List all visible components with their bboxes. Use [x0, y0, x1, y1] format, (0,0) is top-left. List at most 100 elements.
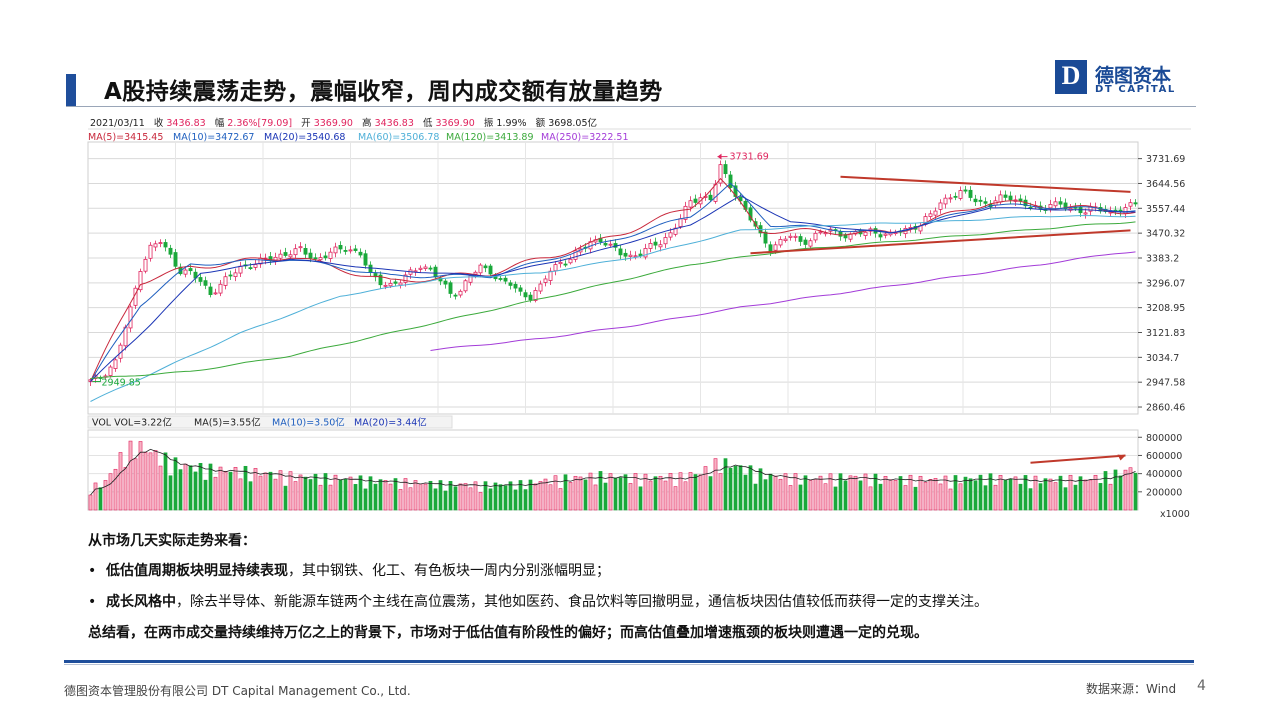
candle-up [213, 292, 218, 295]
candle-down [208, 286, 213, 295]
moving-averages [90, 177, 1136, 402]
volume-bar-down [338, 480, 343, 511]
candle-down [728, 174, 733, 188]
volume-bar-up [273, 478, 278, 511]
low-value: 3369.90 [435, 118, 475, 129]
annotation-high-label: 3731.69 [730, 152, 769, 163]
candle-up [1128, 202, 1133, 207]
candle-down [518, 287, 523, 292]
volume-bar-up [333, 474, 338, 511]
volume-bar-up [463, 483, 468, 511]
candle-up [998, 194, 1003, 203]
volume-bar-down [248, 481, 253, 511]
candle-up [423, 266, 428, 269]
volume-bar-down [513, 489, 518, 511]
candle-up [1083, 212, 1088, 215]
candle-down [488, 265, 493, 275]
candle-up [788, 235, 793, 238]
bullet-1-bold: 低估值周期板块明显持续表现 [106, 563, 288, 579]
volume-bar-down [483, 481, 488, 511]
candle-down [283, 252, 288, 256]
candle-down [198, 277, 203, 282]
candle-down [693, 198, 698, 203]
volume-bar-up [683, 481, 688, 511]
candle-down [798, 236, 803, 242]
volume-bar-up [948, 488, 953, 511]
volume-bar-down [1118, 475, 1123, 511]
ma-line-MA60 [90, 215, 1136, 402]
volume-bar-up [938, 483, 943, 511]
amount-value: 3698.05亿 [548, 118, 597, 129]
volume-bar-down [303, 476, 308, 511]
summary-text: 总结看，在两市成交量持续维持万亿之上的背景下，市场对于低估值有阶段性的偏好；而高… [88, 625, 928, 641]
volume-bar-up [473, 481, 478, 511]
bullet-2-bold: 成长风格中 [106, 594, 176, 610]
volume-bar-up [233, 467, 238, 511]
price-axis: 3731.69 3644.56 3557.44 3470.32 3383.2 3296.0… [1138, 154, 1185, 414]
volume-bar-down [738, 465, 743, 511]
volume-bar-down [728, 467, 733, 511]
volume-bar-up [138, 441, 143, 511]
volume-bar-down [913, 486, 918, 511]
candle-down [983, 201, 988, 204]
volume-bar-down [963, 476, 968, 511]
volume-bar-up [123, 467, 128, 511]
volume-bar-up [608, 473, 613, 511]
candle-up [773, 244, 778, 251]
candle-up [548, 270, 553, 281]
volume-bar-down [758, 468, 763, 511]
volume-bar-up [548, 484, 553, 511]
candle-down [433, 266, 438, 278]
price-tick-label: 3731.69 [1146, 154, 1185, 165]
volume-bar-up [158, 465, 163, 511]
volume-bar-down [1003, 480, 1008, 511]
candle-up [658, 244, 663, 248]
candle-up [298, 246, 303, 249]
candle-down [508, 282, 513, 286]
candle-down [1058, 201, 1063, 205]
volume-bar-down [798, 484, 803, 511]
bullet-2: • 成长风格中，除去半导体、新能源车链两个主线在高位震荡，其他如医药、食品饮料等回… [88, 591, 988, 611]
volume-bar-up [713, 458, 718, 511]
volume-bar-up [848, 475, 853, 511]
volume-bar-up [1068, 474, 1073, 511]
volume-bar-down [1113, 469, 1118, 511]
volume-bar-up [238, 478, 243, 511]
candle-up [568, 258, 573, 264]
open-value: 3369.90 [313, 118, 353, 129]
volume-bar-up [468, 487, 473, 511]
candle-down [338, 245, 343, 250]
candle-down [523, 292, 528, 298]
ma-legend-item: MA(20)=3540.68 [264, 132, 345, 143]
volume-bar-up [903, 485, 908, 511]
volume-bar-up [113, 468, 118, 511]
candle-up [818, 231, 823, 234]
candle-up [643, 248, 648, 258]
candle-up [148, 244, 153, 259]
candle-up [288, 254, 293, 258]
candle-up [318, 257, 323, 261]
volume-bar-down [1018, 483, 1023, 511]
volume-bar-down [453, 486, 458, 511]
volume-plot-frame [87, 429, 1139, 511]
candle-down [653, 241, 658, 246]
candle-down [323, 255, 328, 259]
volume-bar-up [1128, 467, 1133, 511]
candle-down [173, 252, 178, 267]
candle-up [573, 250, 578, 260]
candle-up [218, 283, 223, 294]
candle-up [403, 274, 408, 283]
volume-tick-label: 600000 [1146, 451, 1182, 462]
volume-bar-down [188, 465, 193, 511]
ma-line-MA20 [90, 195, 1136, 382]
quote-bar: 2021/03/11 收 3436.83 幅 2.36%[79.09] 开 33… [90, 115, 597, 129]
volume-bar-up [923, 481, 928, 511]
page-title: A股持续震荡走势，震幅收窄，周内成交额有放量趋势 [104, 79, 663, 105]
volume-bar-up [588, 472, 593, 511]
volume-bar-up [348, 476, 353, 511]
price-grid [88, 142, 1138, 414]
candle-up [713, 183, 718, 202]
change-value: 2.36%[79.09] [227, 118, 293, 129]
ma-legend-item: MA(10)=3472.67 [173, 132, 254, 143]
price-annotations: 3731.69 2949.85 [92, 152, 769, 389]
